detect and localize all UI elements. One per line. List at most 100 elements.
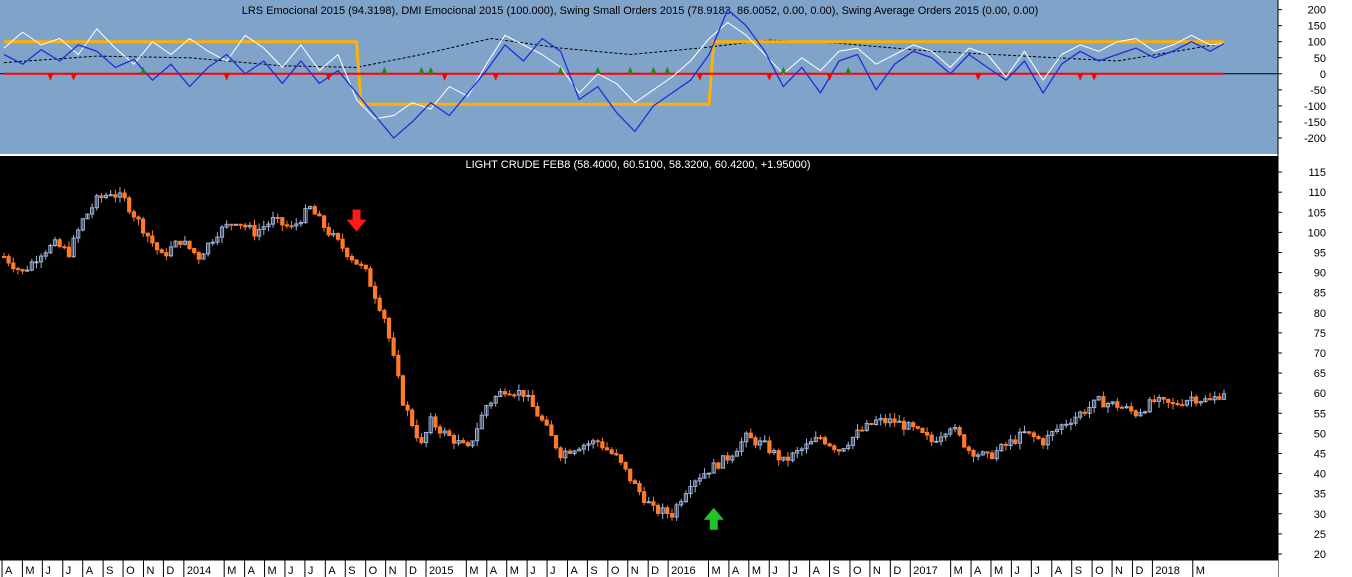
candle-body [1073, 416, 1078, 424]
x-tick-label: D [651, 565, 659, 577]
candle-body [1184, 400, 1190, 406]
candle-body [131, 211, 137, 218]
candle-body [340, 238, 345, 249]
indicator-tick-label: -200 [1304, 133, 1326, 145]
candle-body [781, 456, 786, 461]
candle-body [94, 195, 99, 209]
x-axis-background [0, 560, 1278, 577]
price-tick-label: 110 [1308, 187, 1326, 199]
candle-body [233, 223, 239, 226]
x-tick-label: A [490, 565, 498, 577]
x-tick-label: 2015 [429, 565, 453, 577]
candle-body [720, 455, 726, 469]
candle-body [526, 394, 531, 397]
candle-body [799, 448, 804, 451]
candle-body [688, 485, 693, 495]
candle-body [150, 235, 155, 244]
candle-body [1152, 399, 1157, 402]
candle-body [391, 337, 396, 356]
candle-body [1105, 403, 1111, 408]
candle-body [29, 261, 34, 271]
candle-body [382, 309, 387, 319]
candle-body [609, 449, 614, 454]
candle-body [456, 440, 461, 444]
candle-body [470, 440, 475, 447]
candle-body [739, 441, 744, 452]
candle-body [66, 246, 72, 258]
indicator-tick-label: -150 [1304, 117, 1326, 129]
candle-body [943, 433, 948, 438]
candle-body [711, 462, 716, 474]
candle-body [215, 236, 220, 243]
x-tick-label: A [1055, 565, 1063, 577]
candle-body [1161, 397, 1166, 400]
candle-body [113, 194, 118, 198]
candle-body [103, 194, 109, 199]
candle-body [985, 451, 990, 454]
candle-body [1175, 403, 1180, 406]
x-tick-label: A [328, 565, 336, 577]
candle-body [1194, 396, 1199, 404]
candle-body [289, 225, 294, 228]
candle-body [693, 480, 698, 487]
candle-body [201, 253, 206, 260]
candle-body [795, 450, 800, 454]
candle-body [484, 405, 489, 416]
candle-body [1221, 393, 1227, 400]
indicator-tick-label: -50 [1310, 85, 1326, 97]
candle-body [465, 442, 470, 447]
candle-body [734, 450, 739, 457]
candle-body [887, 418, 893, 424]
x-tick-label: J [772, 565, 778, 577]
indicator-panel-title: LRS Emocional 2015 (94.3198), DMI Emocio… [242, 5, 1039, 17]
candle-body [516, 390, 521, 396]
candle-body [178, 240, 183, 245]
candle-body [298, 222, 303, 225]
candle-body [850, 436, 855, 446]
candle-body [312, 206, 317, 215]
x-tick-label: M [469, 565, 478, 577]
candle-body [270, 217, 276, 225]
candle-body [962, 434, 967, 448]
x-tick-label: M [994, 565, 1003, 577]
candle-body [475, 428, 480, 442]
candle-body [182, 240, 188, 245]
candle-body [155, 242, 160, 251]
candle-body [614, 453, 619, 456]
candle-body [349, 256, 354, 261]
candle-body [488, 402, 494, 407]
candle-body [702, 473, 707, 479]
candle-body [1031, 432, 1036, 438]
candle-body [535, 406, 540, 417]
indicator-panel: LRS Emocional 2015 (94.3198), DMI Emocio… [0, 0, 1278, 154]
candle-body [1180, 404, 1185, 407]
x-tick-label: O [1095, 565, 1104, 577]
x-tick-label: N [873, 565, 881, 577]
x-tick-label: N [631, 565, 639, 577]
buy-marker [594, 66, 601, 74]
candle-body [864, 422, 869, 431]
buy-marker [381, 66, 388, 74]
candle-body [651, 501, 656, 506]
time-x-axis[interactable]: A M J J A S O N D 2014 M A M J J A S O N D 2015 M A M J J A S O N D 201… [0, 559, 1278, 577]
x-tick-label: J [66, 565, 72, 577]
candle-body [284, 224, 289, 227]
sell-marker [696, 73, 703, 81]
candle-body [1003, 443, 1009, 446]
x-tick-label: S [348, 565, 355, 577]
candle-body [1110, 401, 1115, 405]
candle-body [822, 437, 828, 445]
candle-body [224, 223, 229, 228]
candle-body [744, 432, 749, 443]
candle-body [168, 246, 174, 257]
price-tick-label: 75 [1314, 328, 1326, 340]
candle-body [257, 228, 262, 237]
x-tick-label: S [106, 565, 113, 577]
candle-body [196, 252, 201, 260]
candle-body [1013, 439, 1018, 444]
candle-body [57, 239, 62, 248]
candle-body [707, 472, 712, 475]
candle-body [498, 391, 503, 398]
candle-body [507, 393, 512, 396]
panel-separator[interactable] [0, 154, 1278, 156]
